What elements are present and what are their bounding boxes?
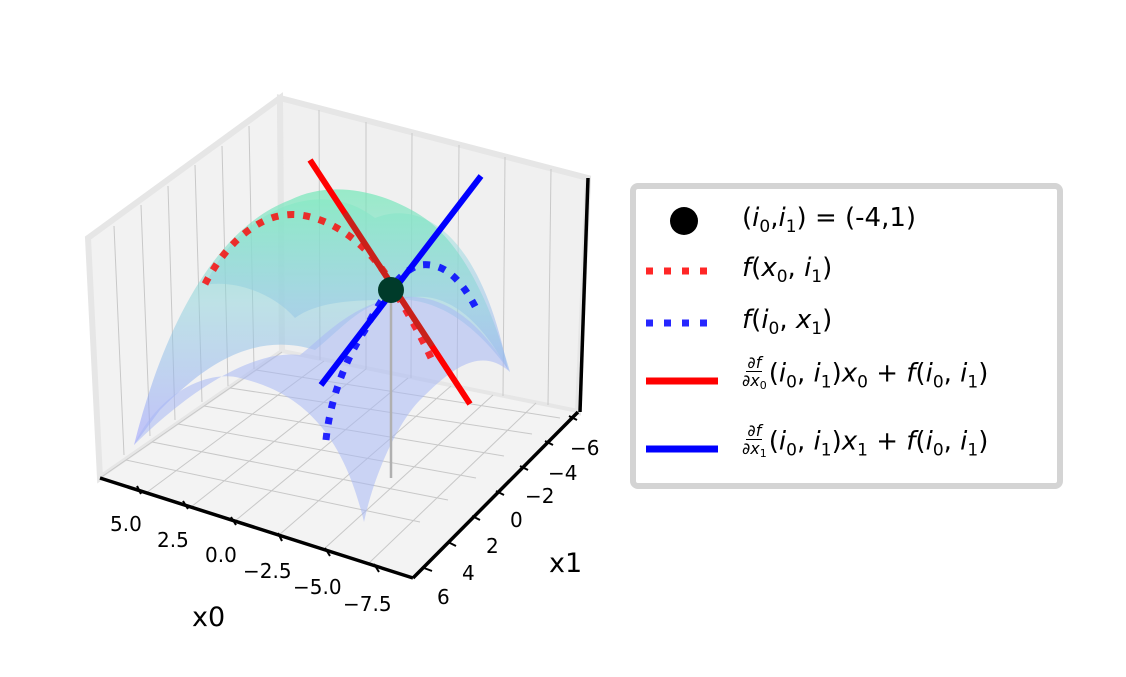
red-dotted-curve bbox=[201, 211, 436, 362]
x0-tick-label: 2.5 bbox=[157, 528, 189, 552]
legend-red-dotted-label: f(x0, i1) bbox=[742, 253, 833, 287]
blue-tangent-line bbox=[318, 174, 484, 387]
x1-ticks bbox=[423, 415, 578, 572]
legend-red-solid-line bbox=[642, 361, 720, 401]
z-axis-line bbox=[578, 177, 590, 413]
legend-point-marker bbox=[642, 201, 718, 241]
x0-tick-label: 0.0 bbox=[205, 543, 237, 567]
legend-blue-solid-line bbox=[642, 429, 720, 469]
x0-tick-label: −2.5 bbox=[243, 559, 292, 583]
x1-tick-label: −4 bbox=[548, 461, 577, 485]
x0-axis-label: x0 bbox=[192, 602, 225, 633]
x1-tick-label: 6 bbox=[437, 585, 450, 609]
x0-tick-label: −7.5 bbox=[343, 592, 392, 616]
x0-tick-label: −5.0 bbox=[293, 575, 342, 599]
legend: (i0,i1) = (-4,1) f(x0, i1) f(i0, x1) ∂f ∂… bbox=[630, 183, 1063, 489]
x1-axis-label: x1 bbox=[549, 548, 582, 579]
legend-red-dotted-line bbox=[642, 251, 718, 291]
legend-blue-dotted-line bbox=[642, 303, 718, 343]
legend-blue-solid-label: ∂f ∂x1 (i0, i1)x1 + f(i0, i1) bbox=[742, 421, 989, 461]
x1-tick-label: −2 bbox=[525, 484, 554, 508]
x1-tick-label: 4 bbox=[462, 561, 475, 585]
x0-tick-label: 5.0 bbox=[110, 512, 142, 536]
surface-front bbox=[134, 296, 510, 522]
x0-axis-line bbox=[99, 476, 414, 580]
tangent-point bbox=[378, 277, 404, 303]
x0-ticks bbox=[136, 485, 380, 573]
legend-red-solid-label: ∂f ∂x0 (i0, i1)x0 + f(i0, i1) bbox=[742, 353, 989, 393]
legend-point-label: (i0,i1) = (-4,1) bbox=[742, 203, 917, 237]
x1-tick-label: −6 bbox=[570, 436, 599, 460]
x1-tick-label: 0 bbox=[510, 508, 523, 532]
legend-blue-dotted-label: f(i0, x1) bbox=[742, 305, 833, 339]
x1-tick-label: 2 bbox=[486, 534, 499, 558]
x1-axis-line bbox=[411, 410, 580, 580]
